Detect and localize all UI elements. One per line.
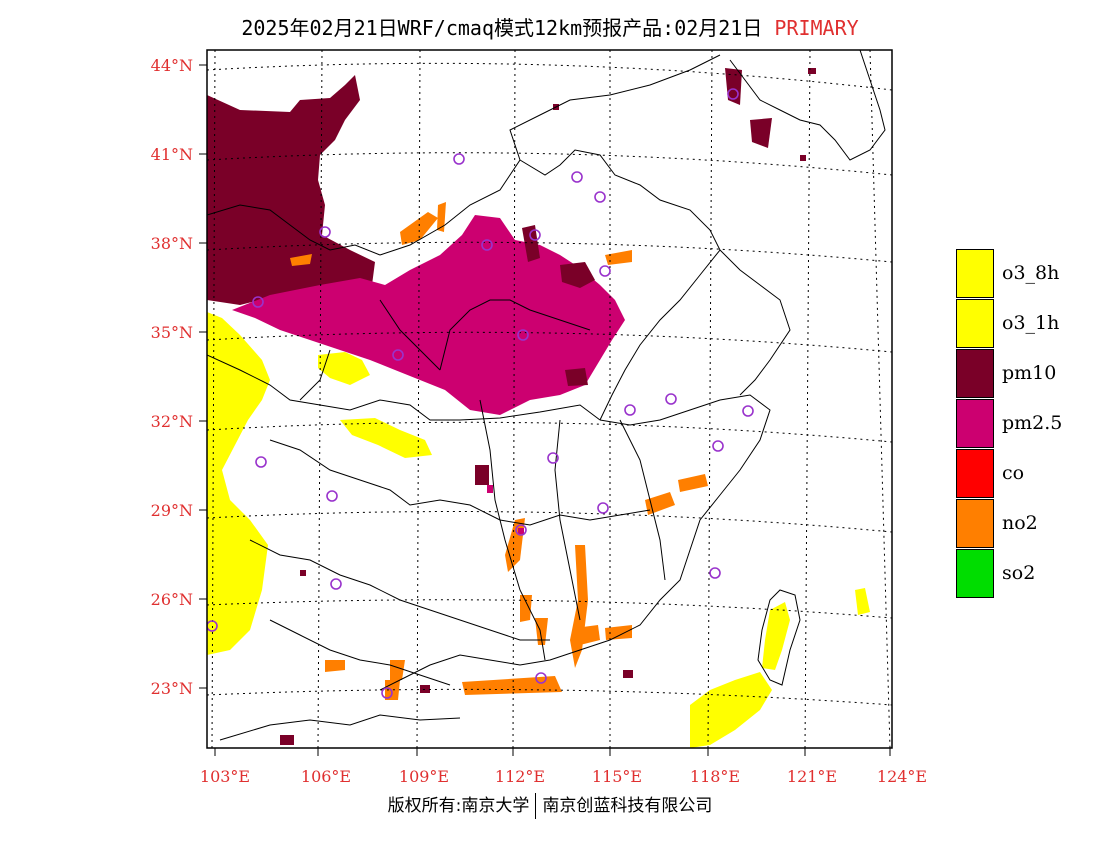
legend-item-o3-8h: o3_8h [956, 249, 1096, 299]
lat-label: 23°N [151, 679, 193, 698]
boundaries [207, 50, 886, 741]
legend-swatch [956, 549, 994, 598]
legend-item-pm10: pm10 [956, 349, 1096, 399]
lon-label: 103°E [200, 767, 250, 786]
station-markers [207, 88, 754, 699]
lat-label: 26°N [151, 590, 193, 609]
o3-region-sichuan [318, 352, 370, 385]
pm25-region-central [232, 215, 625, 415]
pm10-patch-hebei [522, 225, 540, 262]
legend-item-so2: so2 [956, 549, 1096, 599]
lon-label: 109°E [399, 767, 449, 786]
footer-left: 版权所有:南京大学 [387, 796, 530, 816]
lon-label: 118°E [690, 767, 740, 786]
lon-labels: 103°E 106°E 109°E 112°E 115°E 118°E 121°… [200, 767, 927, 786]
legend-swatch [956, 249, 994, 298]
map-frame [206, 49, 893, 749]
legend-item-o3-1h: o3_1h [956, 299, 1096, 349]
legend-swatch [956, 449, 994, 498]
graticule [207, 50, 892, 748]
legend-swatch [956, 349, 994, 398]
title-text: 2025年02月21日WRF/cmaq模式12km预报产品:02月21日 [241, 16, 763, 40]
lat-label: 32°N [151, 412, 193, 431]
pm10-patch-henan [565, 368, 588, 386]
lat-label: 38°N [151, 234, 193, 253]
lat-ticks [199, 64, 207, 689]
lat-label: 35°N [151, 323, 193, 342]
pm10-region-northwest [207, 75, 375, 305]
footer-right: 南京创蓝科技有限公司 [542, 796, 713, 816]
copyright-footer: 版权所有:南京大学 南京创蓝科技有限公司 [0, 791, 1100, 819]
o3-region-taiwan-strait [690, 672, 772, 748]
lat-label: 44°N [151, 56, 193, 75]
lon-label: 124°E [877, 767, 927, 786]
lon-ticks [214, 748, 891, 756]
legend: o3_8h o3_1h pm10 pm2.5 co no2 so2 [956, 249, 1096, 599]
legend-label: pm2.5 [1002, 412, 1063, 434]
lon-label: 106°E [301, 767, 351, 786]
legend-item-no2: no2 [956, 499, 1096, 549]
lat-label: 41°N [151, 145, 193, 164]
lat-label: 29°N [151, 501, 193, 520]
pm10-patch-shanxi [560, 262, 595, 288]
lat-labels: 44°N 41°N 38°N 35°N 32°N 29°N 26°N 23°N [151, 56, 193, 698]
legend-item-pm25: pm2.5 [956, 399, 1096, 449]
legend-label: no2 [1002, 512, 1038, 534]
o3-region-chongqing [340, 418, 432, 458]
legend-swatch [956, 299, 994, 348]
o3-patch-east [855, 588, 870, 615]
legend-item-co: co [956, 449, 1096, 499]
legend-label: co [1002, 462, 1025, 484]
legend-label: so2 [1002, 562, 1036, 584]
lon-label: 115°E [592, 767, 642, 786]
legend-label: o3_1h [1002, 312, 1060, 334]
map-title: 2025年02月21日WRF/cmaq模式12km预报产品:02月21日 PRIM… [0, 12, 1100, 41]
pm25-speckles [487, 485, 524, 534]
pm10-patch-liaoning [750, 118, 772, 148]
lon-label: 121°E [787, 767, 837, 786]
legend-label: o3_8h [1002, 262, 1060, 284]
lon-label: 112°E [495, 767, 545, 786]
o3-region-taiwan [762, 602, 790, 670]
title-tag: PRIMARY [774, 16, 859, 40]
legend-swatch [956, 499, 994, 548]
o3-region-west [207, 312, 270, 655]
footer-separator [535, 793, 537, 819]
legend-label: pm10 [1002, 362, 1057, 384]
legend-swatch [956, 399, 994, 448]
